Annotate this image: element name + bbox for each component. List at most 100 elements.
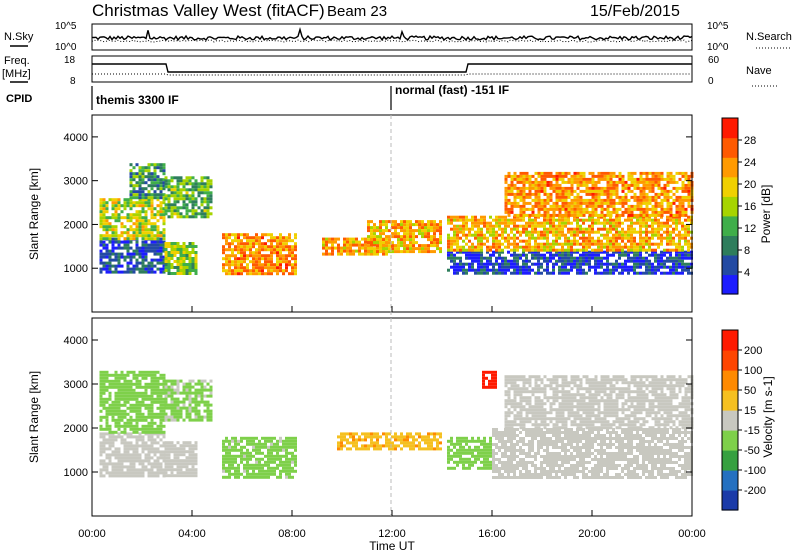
- heat-cell: [337, 247, 340, 250]
- heat-cell: [501, 263, 504, 266]
- heat-cell: [364, 435, 367, 438]
- heat-cell: [151, 392, 154, 395]
- heat-cell: [403, 435, 406, 438]
- heat-cell: [258, 440, 261, 443]
- heat-cell: [136, 222, 139, 225]
- heat-cell: [534, 243, 537, 246]
- heat-cell: [537, 266, 540, 269]
- heat-cell: [544, 199, 547, 202]
- heat-cell: [192, 447, 195, 450]
- heat-cell: [537, 246, 540, 249]
- heat-cell: [433, 435, 436, 438]
- heat-cell: [352, 441, 355, 444]
- heat-cell: [447, 240, 450, 243]
- heat-cell: [651, 219, 654, 222]
- heat-cell: [667, 175, 670, 178]
- heat-cell: [171, 191, 174, 194]
- heat-cell: [183, 251, 186, 254]
- heat-cell: [261, 272, 264, 275]
- heat-cell: [291, 476, 294, 479]
- heat-cell: [276, 260, 279, 263]
- heat-cell: [630, 228, 633, 231]
- heat-cell: [186, 392, 189, 395]
- heat-cell: [133, 253, 136, 256]
- heat-cell: [198, 401, 201, 404]
- heat-cell: [418, 223, 421, 226]
- heat-cell: [525, 260, 528, 263]
- heat-cell: [130, 172, 133, 175]
- heat-cell: [660, 234, 663, 237]
- heat-cell: [589, 172, 592, 175]
- heat-cell: [165, 453, 168, 456]
- heat-cell: [192, 245, 195, 248]
- heat-cell: [157, 389, 160, 392]
- heat-cell: [103, 204, 106, 207]
- heat-cell: [121, 459, 124, 462]
- heat-cell: [606, 257, 609, 260]
- heat-cell: [537, 231, 540, 234]
- heat-cell: [505, 190, 508, 193]
- heat-cell: [624, 263, 627, 266]
- heat-cell: [397, 238, 400, 241]
- heat-cell: [285, 470, 288, 473]
- heat-cell: [183, 392, 186, 395]
- heat-cell: [258, 242, 261, 245]
- heat-cell: [145, 416, 148, 419]
- heat-cell: [160, 234, 163, 237]
- heat-cell: [412, 229, 415, 232]
- heat-cell: [628, 214, 631, 217]
- heat-cell: [532, 187, 535, 190]
- heat-cell: [615, 249, 618, 252]
- heat-cell: [625, 202, 628, 205]
- heat-cell: [537, 254, 540, 257]
- heat-cell: [174, 206, 177, 209]
- heat-cell: [648, 272, 651, 275]
- heat-cell: [228, 272, 231, 275]
- heat-cell: [355, 441, 358, 444]
- heat-cell: [511, 190, 514, 193]
- heat-cell: [595, 181, 598, 184]
- heat-cell: [145, 447, 148, 450]
- heat-cell: [252, 476, 255, 479]
- heat-cell: [561, 222, 564, 225]
- heat-cell: [538, 196, 541, 199]
- heat-cell: [585, 257, 588, 260]
- heat-cell: [148, 447, 151, 450]
- heat-cell: [615, 237, 618, 240]
- heat-cell: [294, 446, 297, 449]
- heat-cell: [498, 470, 501, 473]
- heat-cell: [537, 260, 540, 263]
- heat-cell: [151, 172, 154, 175]
- heat-cell: [124, 271, 127, 274]
- heat-cell: [180, 407, 183, 410]
- heat-cell: [655, 208, 658, 211]
- heat-cell: [678, 240, 681, 243]
- heat-cell: [495, 467, 498, 470]
- heat-cell: [639, 225, 642, 228]
- heat-cell: [142, 416, 145, 419]
- heat-cell: [606, 234, 609, 237]
- heat-cell: [489, 461, 492, 464]
- heat-cell: [118, 410, 121, 413]
- heat-cell: [148, 196, 151, 199]
- heat-cell: [165, 389, 168, 392]
- heat-cell: [504, 257, 507, 260]
- heat-cell: [115, 210, 118, 213]
- heat-cell: [376, 435, 379, 438]
- heat-cell: [207, 215, 210, 218]
- heat-cell: [154, 250, 157, 253]
- heat-cell: [276, 266, 279, 269]
- heat-cell: [600, 249, 603, 252]
- heat-cell: [546, 231, 549, 234]
- heat-cell: [580, 211, 583, 214]
- heat-cell: [382, 444, 385, 447]
- heat-cell: [582, 234, 585, 237]
- heat-cell: [174, 413, 177, 416]
- heat-cell: [279, 269, 282, 272]
- heat-cell: [639, 254, 642, 257]
- heat-cell: [685, 190, 688, 193]
- heat-cell: [519, 272, 522, 275]
- heat-cell: [453, 452, 456, 455]
- heat-cell: [604, 214, 607, 217]
- heat-cell: [343, 438, 346, 441]
